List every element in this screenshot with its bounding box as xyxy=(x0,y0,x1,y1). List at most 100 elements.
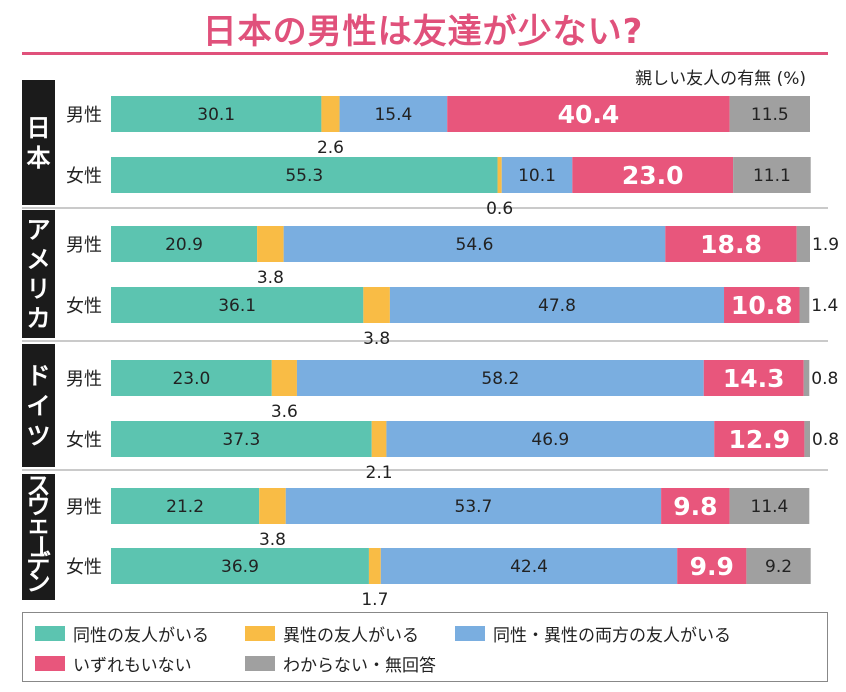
legend-item: 同性の友人がいる xyxy=(35,621,209,646)
row-label: 男性 xyxy=(66,497,102,518)
data-label: 30.1 xyxy=(197,105,235,125)
country-label-char: ー xyxy=(27,534,55,558)
bar-segment xyxy=(799,287,810,323)
bar-segment xyxy=(111,287,364,323)
bar-segment xyxy=(389,287,725,323)
country-label-char: ェ xyxy=(27,511,51,539)
bar-segment xyxy=(729,488,810,524)
data-label: 0.8 xyxy=(812,430,839,450)
country-label-char: メ xyxy=(27,246,51,274)
data-label: 53.7 xyxy=(455,497,493,517)
data-label: 15.4 xyxy=(374,105,412,125)
country-label-char: ン xyxy=(27,569,51,597)
bar-segment xyxy=(285,488,662,524)
legend-item: いずれもいない xyxy=(35,651,192,676)
bar-segment xyxy=(111,226,258,262)
data-label: 1.9 xyxy=(812,235,839,255)
data-label: 20.9 xyxy=(165,235,203,255)
data-label: 2.6 xyxy=(317,138,344,158)
data-label: 12.9 xyxy=(728,425,790,454)
country-label-bg xyxy=(22,474,55,600)
data-label: 23.0 xyxy=(622,161,684,190)
bar-segment xyxy=(371,421,387,457)
data-label: 3.8 xyxy=(257,268,284,288)
country-label-char: カ xyxy=(27,305,51,333)
bar-segment xyxy=(804,421,810,457)
bar-segment xyxy=(380,548,678,584)
data-label: 2.1 xyxy=(366,463,393,483)
country-label-char: リ xyxy=(27,275,51,303)
data-label: 14.3 xyxy=(723,364,785,393)
bar-segment xyxy=(111,488,260,524)
bar-segment xyxy=(665,226,797,262)
data-label: 11.1 xyxy=(753,166,791,186)
bar-segment xyxy=(729,96,810,132)
data-label: 42.4 xyxy=(510,557,548,577)
bar-segment xyxy=(363,287,390,323)
legend-label: 異性の友人がいる xyxy=(283,626,419,646)
country-label-bg xyxy=(22,210,55,338)
bar-segment xyxy=(677,548,747,584)
data-label: 3.8 xyxy=(259,530,286,550)
data-label: 11.5 xyxy=(751,105,789,125)
bar-segment xyxy=(661,488,730,524)
data-label: 47.8 xyxy=(538,296,576,316)
data-label: 36.9 xyxy=(221,557,259,577)
bar-segment xyxy=(724,287,800,323)
data-label: 3.6 xyxy=(271,402,298,422)
chart-subtitle: 親しい友人の有無 (%) xyxy=(635,69,806,89)
bar-segment xyxy=(733,157,811,193)
row-label: 女性 xyxy=(66,296,102,317)
country-label-char: ア xyxy=(27,216,51,244)
country-label-bg xyxy=(22,80,55,205)
row-label: 男性 xyxy=(66,235,102,256)
country-label-char: ス xyxy=(27,472,51,500)
country-label-char: ウ xyxy=(27,491,51,519)
row-label: 男性 xyxy=(66,369,102,390)
data-label: 58.2 xyxy=(481,369,519,389)
bar-segment xyxy=(111,421,372,457)
data-label: 0.8 xyxy=(811,369,838,389)
bar-segment xyxy=(714,421,805,457)
data-label: 54.6 xyxy=(456,235,494,255)
bar-segment xyxy=(386,421,715,457)
country-label-char: 本 xyxy=(27,144,51,172)
data-label: 9.9 xyxy=(690,552,734,581)
chart-title: 日本の男性は友達が少ない? xyxy=(202,12,644,52)
legend-swatch xyxy=(245,656,275,671)
legend-item: わからない・無回答 xyxy=(245,651,436,676)
bar-segment xyxy=(339,96,448,132)
row-label: 女性 xyxy=(66,430,102,451)
row-label: 女性 xyxy=(66,166,102,187)
legend-label: いずれもいない xyxy=(73,656,192,676)
data-label: 46.9 xyxy=(531,430,569,450)
bar-segment xyxy=(111,360,272,396)
data-label: 1.4 xyxy=(811,296,838,316)
bar-segment xyxy=(803,360,810,396)
data-label: 18.8 xyxy=(700,230,762,259)
data-label: 10.1 xyxy=(518,166,556,186)
country-label-char: ド xyxy=(27,362,51,390)
data-label: 9.8 xyxy=(673,492,717,521)
data-label: 36.1 xyxy=(218,296,256,316)
data-label: 55.3 xyxy=(285,166,323,186)
legend-label: わからない・無回答 xyxy=(283,656,436,676)
country-label-bg xyxy=(22,344,55,467)
data-label: 11.4 xyxy=(751,497,789,517)
data-label: 1.7 xyxy=(361,590,388,610)
country-label-char: ツ xyxy=(27,422,51,450)
bar-segment xyxy=(368,548,381,584)
title-underline xyxy=(22,52,828,55)
bar-segment xyxy=(111,96,322,132)
row-label: 女性 xyxy=(66,557,102,578)
legend-label: 同性・異性の両方の友人がいる xyxy=(493,626,731,646)
bar-segment xyxy=(321,96,340,132)
bar-segment xyxy=(746,548,811,584)
bar-segment xyxy=(497,157,502,193)
bar-segment xyxy=(447,96,730,132)
bar-segment xyxy=(283,226,666,262)
data-label: 10.8 xyxy=(731,291,793,320)
legend-swatch xyxy=(245,626,275,641)
bar-segment xyxy=(796,226,810,262)
